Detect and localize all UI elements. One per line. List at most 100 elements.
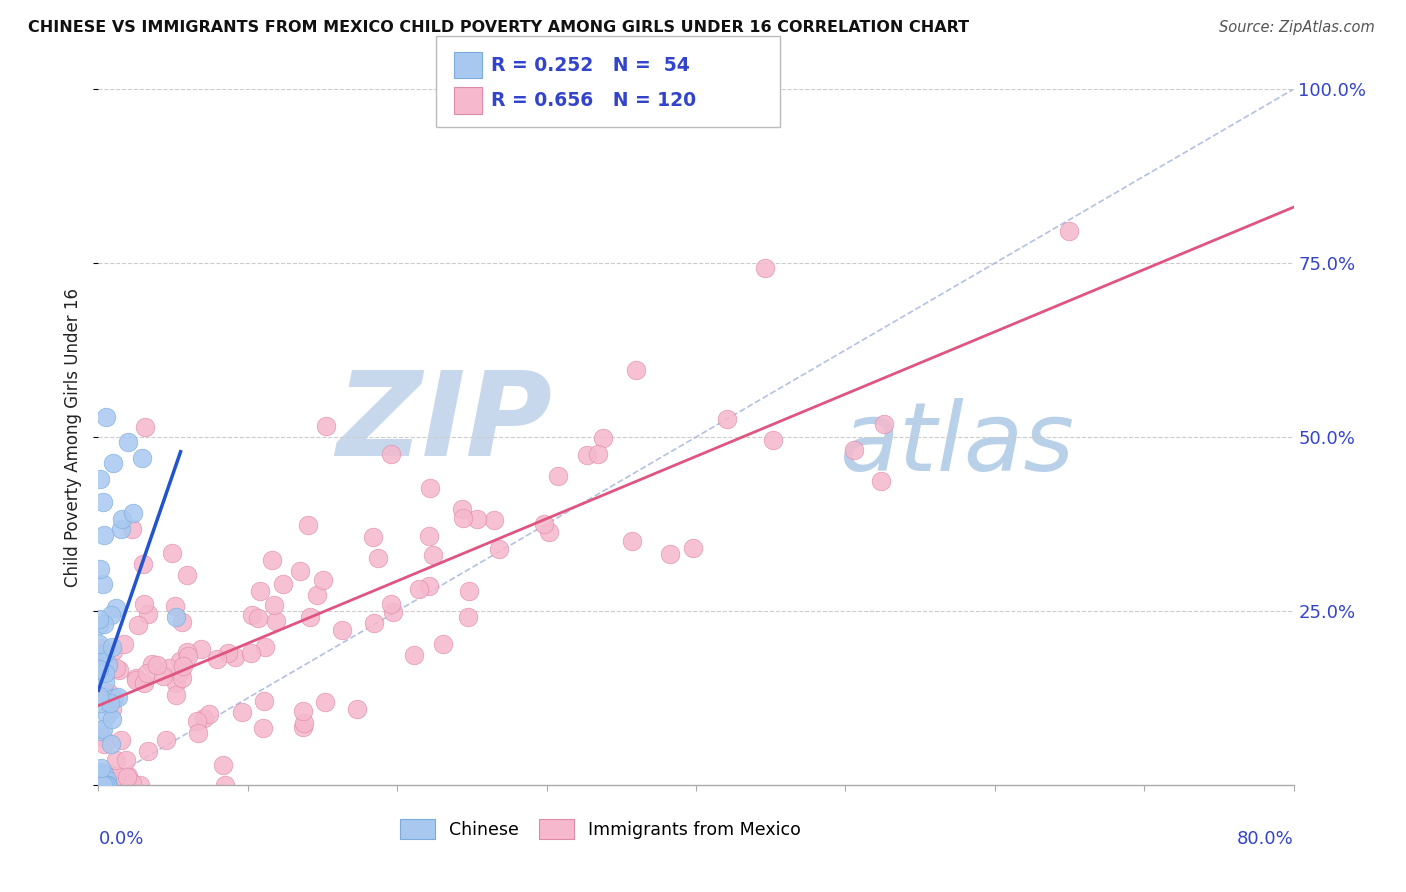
Point bbox=[162, 546, 184, 560]
Point bbox=[97, 778, 120, 792]
Point bbox=[117, 769, 139, 783]
Point bbox=[363, 615, 385, 630]
Point bbox=[166, 610, 188, 624]
Point bbox=[231, 705, 253, 719]
Text: CHINESE VS IMMIGRANTS FROM MEXICO CHILD POVERTY AMONG GIRLS UNDER 16 CORRELATION: CHINESE VS IMMIGRANTS FROM MEXICO CHILD … bbox=[28, 20, 969, 35]
Point bbox=[1059, 224, 1081, 238]
Point bbox=[90, 760, 112, 774]
Point bbox=[588, 448, 610, 462]
Point bbox=[457, 610, 479, 624]
Point bbox=[136, 666, 159, 681]
Point bbox=[292, 715, 315, 730]
Point bbox=[91, 778, 114, 792]
Point bbox=[93, 675, 115, 690]
Point bbox=[457, 584, 479, 599]
Point bbox=[91, 778, 114, 792]
Point bbox=[254, 640, 277, 654]
Point bbox=[249, 584, 271, 599]
Point bbox=[115, 770, 138, 784]
Point bbox=[87, 662, 110, 676]
Point bbox=[165, 676, 187, 690]
Point bbox=[94, 778, 117, 792]
Point bbox=[89, 562, 111, 576]
Point bbox=[450, 502, 472, 516]
Point bbox=[87, 617, 110, 632]
Point bbox=[90, 778, 112, 792]
Point bbox=[252, 721, 274, 735]
Point bbox=[465, 512, 488, 526]
Point bbox=[105, 661, 128, 675]
Point bbox=[122, 506, 145, 520]
Point bbox=[97, 686, 120, 700]
Point bbox=[263, 598, 285, 612]
Point bbox=[224, 650, 246, 665]
Point bbox=[155, 733, 177, 747]
Point bbox=[87, 665, 110, 680]
Point bbox=[103, 661, 125, 675]
Point bbox=[136, 743, 159, 757]
Point bbox=[96, 772, 118, 787]
Point bbox=[101, 702, 124, 716]
Point bbox=[264, 614, 287, 628]
Point bbox=[93, 778, 115, 792]
Point bbox=[93, 737, 115, 751]
Point bbox=[870, 474, 893, 488]
Text: 0.0%: 0.0% bbox=[98, 830, 143, 848]
Point bbox=[87, 689, 110, 703]
Point bbox=[104, 768, 127, 782]
Legend: Chinese, Immigrants from Mexico: Chinese, Immigrants from Mexico bbox=[394, 812, 807, 846]
Point bbox=[93, 767, 115, 781]
Point bbox=[90, 665, 112, 679]
Point bbox=[762, 433, 785, 447]
Point bbox=[419, 481, 441, 495]
Point bbox=[96, 707, 118, 722]
Text: R = 0.656   N = 120: R = 0.656 N = 120 bbox=[491, 91, 696, 111]
Point bbox=[91, 730, 114, 744]
Point bbox=[842, 443, 865, 458]
Point bbox=[127, 617, 149, 632]
Text: R = 0.252   N =  54: R = 0.252 N = 54 bbox=[491, 55, 689, 75]
Point bbox=[110, 733, 132, 747]
Point bbox=[682, 541, 704, 555]
Point bbox=[488, 542, 510, 557]
Point bbox=[121, 522, 143, 536]
Point bbox=[89, 653, 111, 667]
Point bbox=[132, 676, 155, 690]
Point bbox=[108, 663, 131, 677]
Point bbox=[90, 651, 112, 665]
Point bbox=[98, 697, 121, 711]
Point bbox=[104, 601, 127, 615]
Point bbox=[716, 412, 738, 426]
Point bbox=[169, 655, 191, 669]
Point bbox=[115, 753, 138, 767]
Point bbox=[91, 722, 114, 736]
Point bbox=[621, 533, 644, 548]
Point bbox=[297, 518, 319, 533]
Y-axis label: Child Poverty Among Girls Under 16: Child Poverty Among Girls Under 16 bbox=[65, 287, 83, 587]
Point bbox=[98, 767, 121, 781]
Point bbox=[89, 696, 111, 710]
Point bbox=[157, 661, 180, 675]
Point bbox=[90, 666, 112, 681]
Point bbox=[100, 607, 122, 622]
Point bbox=[136, 607, 159, 621]
Point bbox=[172, 659, 194, 673]
Point bbox=[89, 778, 111, 792]
Point bbox=[246, 611, 269, 625]
Point bbox=[214, 778, 236, 792]
Point bbox=[576, 449, 599, 463]
Point bbox=[380, 597, 402, 611]
Point bbox=[134, 420, 156, 434]
Point bbox=[533, 516, 555, 531]
Point bbox=[418, 579, 440, 593]
Point bbox=[101, 640, 124, 654]
Point bbox=[418, 529, 440, 543]
Point bbox=[205, 652, 228, 666]
Point bbox=[754, 261, 776, 276]
Point bbox=[94, 646, 117, 660]
Point bbox=[125, 671, 148, 685]
Point bbox=[93, 617, 115, 632]
Point bbox=[132, 558, 155, 572]
Point bbox=[141, 657, 163, 671]
Point bbox=[152, 669, 174, 683]
